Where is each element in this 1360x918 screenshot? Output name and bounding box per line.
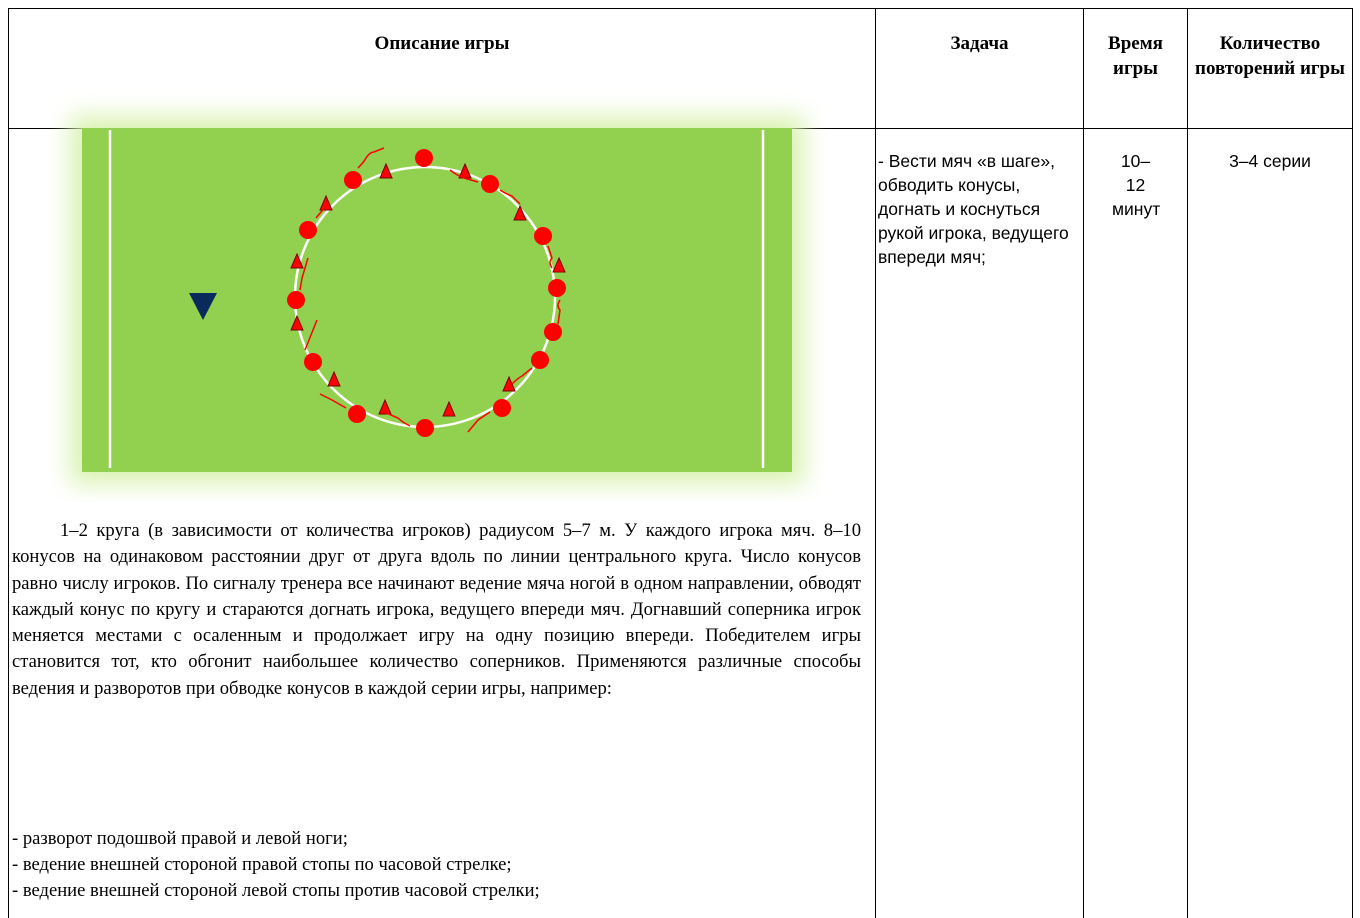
list-item: - ведение внешней стороной правой стопы …: [12, 854, 512, 875]
list-item: - ведение внешней стороной левой стопы п…: [12, 880, 540, 901]
dribble-arrows: [299, 147, 561, 433]
description-paragraph: 1–2 круга (в зависимости от количества и…: [12, 520, 861, 699]
coach-marker: [189, 293, 217, 320]
header-cell: Описание игры: [8, 8, 875, 129]
header-cell: Время игры: [1083, 8, 1187, 129]
time-cell: 10–12 минут: [1083, 128, 1187, 918]
list-item: - разворот подошвой правой и левой ноги;: [12, 828, 348, 849]
header-cell: Количество повторений игры: [1187, 8, 1353, 129]
repeats-cell: 3–4 серии: [1187, 128, 1353, 918]
header-cell: Задача: [875, 8, 1083, 129]
balls: [287, 149, 566, 437]
field-diagram: [70, 116, 804, 484]
cones: [290, 162, 566, 417]
field: [82, 128, 792, 472]
task-cell: - Вести мяч «в шаге», обводить конусы, д…: [875, 128, 1083, 918]
